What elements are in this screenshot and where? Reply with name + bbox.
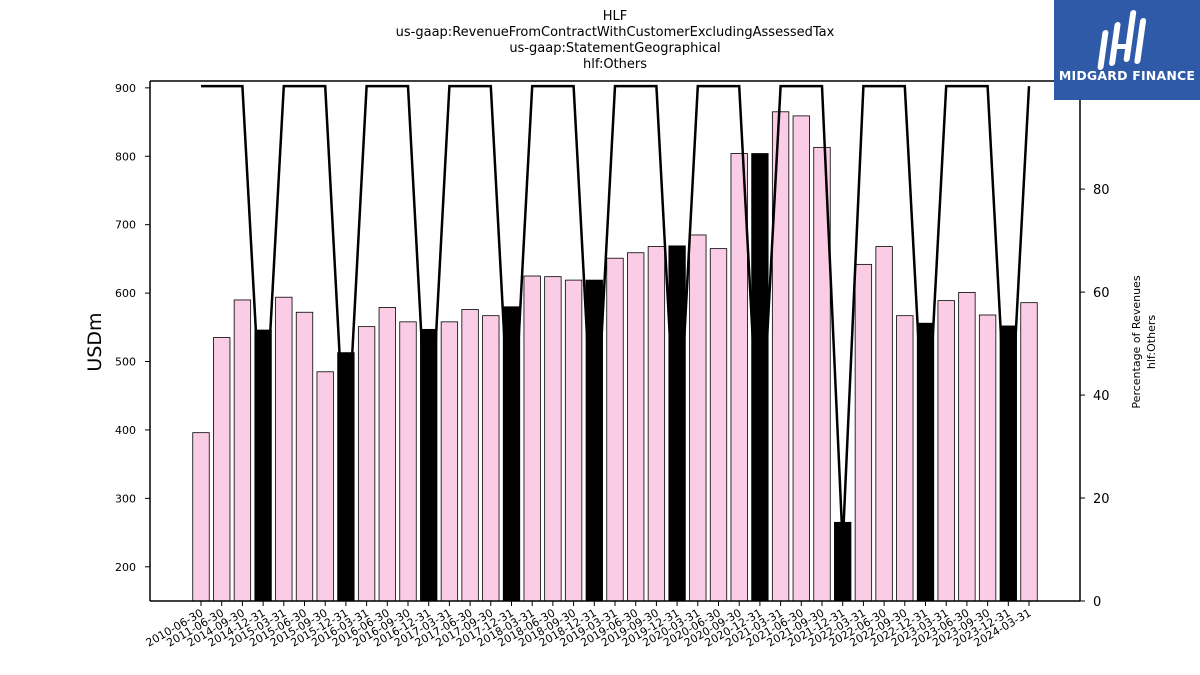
bar: [585, 279, 603, 602]
bar: [896, 315, 914, 602]
bar: [647, 246, 666, 602]
bar: [730, 153, 748, 602]
bar: [440, 321, 459, 602]
logo-text: MIDGARD FINANCE: [1058, 68, 1196, 83]
chart-subtitle-line: us-gaap:StatementGeographical: [509, 41, 720, 56]
bar: [461, 309, 479, 602]
bar: [854, 263, 873, 602]
y2-tick-label: 20: [1093, 492, 1110, 507]
bar: [627, 252, 645, 602]
bar: [958, 292, 976, 602]
y-axis-label: USDm: [84, 312, 106, 371]
bar: [192, 432, 210, 602]
bar: [689, 234, 707, 602]
y-tick-label: 500: [115, 356, 136, 369]
bar: [316, 371, 334, 602]
logo-mark-icon: [1097, 10, 1147, 70]
bar: [668, 245, 686, 602]
chart-title: HLF us-gaap:RevenueFromContractWithCusto…: [396, 9, 835, 72]
y-tick-label: 200: [115, 561, 136, 574]
y2-axis-label: Percentage of Revenues: [1130, 275, 1143, 408]
axes: 2003004005006007008009000204060801002010…: [115, 80, 1118, 649]
bar: [378, 307, 396, 602]
bar: [875, 246, 893, 602]
bar: [275, 296, 293, 602]
y-tick-label: 800: [115, 150, 136, 163]
bar: [606, 257, 624, 602]
bar: [544, 276, 562, 602]
bar: [792, 115, 810, 602]
y2-tick-label: 40: [1093, 389, 1110, 404]
y-tick-label: 900: [115, 82, 136, 95]
y2-axis-label-series: hlf:Others: [1145, 315, 1158, 369]
bar: [709, 248, 728, 602]
y2-tick-label: 80: [1093, 183, 1110, 198]
chart-subtitle-line: us-gaap:RevenueFromContractWithCustomerE…: [396, 25, 835, 40]
bar: [337, 352, 355, 602]
bar: [1020, 302, 1038, 602]
bar: [978, 314, 997, 602]
percentage-line-series: [201, 84, 1031, 545]
y2-tick-label: 60: [1093, 286, 1110, 301]
bar: [399, 321, 417, 602]
y-tick-label: 600: [115, 287, 136, 300]
bar: [295, 311, 314, 602]
y-tick-label: 700: [115, 219, 136, 232]
midgard-finance-logo: MIDGARD FINANCE: [1054, 0, 1200, 100]
bar: [482, 315, 500, 602]
bar: [564, 279, 583, 602]
bar-series: [192, 111, 1038, 602]
percentage-line: [201, 84, 1031, 545]
bar: [937, 300, 955, 602]
bar: [213, 337, 231, 602]
y2-tick-label: 0: [1093, 595, 1101, 610]
y-tick-label: 300: [115, 492, 136, 505]
chart-subtitle-line: hlf:Others: [583, 57, 647, 72]
bar: [233, 299, 252, 602]
bar: [523, 275, 541, 602]
chart-title-line: HLF: [603, 9, 628, 24]
y-tick-label: 400: [115, 424, 136, 437]
bar: [357, 326, 376, 602]
